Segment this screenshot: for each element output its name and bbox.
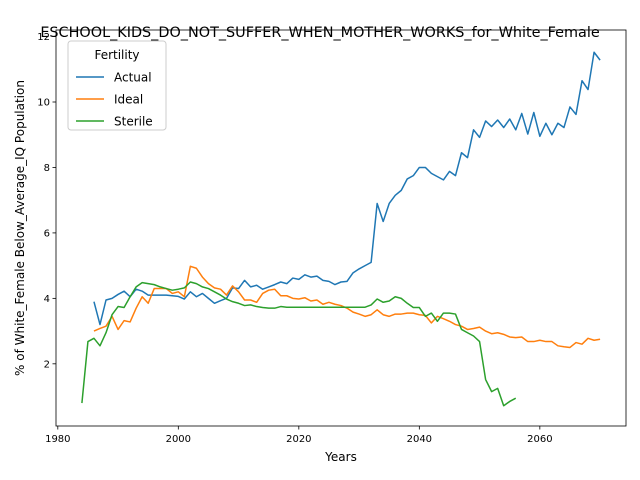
y-tick-label: 2 — [44, 359, 50, 370]
y-axis: 2 4 6 8 10 12 — [37, 32, 56, 370]
x-axis-label: Years — [324, 450, 357, 464]
y-tick-label: 12 — [37, 32, 50, 43]
series-line-sterile — [81, 281, 517, 407]
legend-label-actual: Actual — [114, 71, 152, 85]
series-line-actual — [93, 51, 601, 326]
series-line-ideal — [93, 265, 601, 349]
x-tick-label: 2000 — [166, 434, 191, 445]
legend-box — [67, 40, 167, 131]
legend-label-sterile: Sterile — [114, 115, 153, 129]
x-tick-label: 1980 — [45, 434, 70, 445]
x-tick-label: 2020 — [286, 434, 311, 445]
legend-title: Fertility — [94, 48, 139, 62]
y-tick-label: 10 — [37, 98, 50, 109]
legend-items: Actual Ideal Sterile — [76, 71, 153, 129]
x-tick-label: 2040 — [407, 434, 432, 445]
x-axis: 1980 2000 2020 2040 2060 — [45, 426, 553, 445]
legend: Fertility Actual Ideal Sterile — [67, 40, 167, 131]
chart-title: ESCHOOL_KIDS_DO_NOT_SUFFER_WHEN_MOTHER_W… — [40, 25, 600, 41]
plot-area — [55, 29, 627, 427]
x-tick-label: 2060 — [527, 434, 552, 445]
y-tick-label: 4 — [44, 294, 50, 305]
series-layer — [81, 51, 601, 407]
legend-label-ideal: Ideal — [114, 93, 143, 107]
y-axis-label: % of White_Female Below_Average_IQ Popul… — [13, 80, 27, 376]
y-tick-label: 8 — [44, 163, 50, 174]
y-tick-label: 6 — [44, 229, 50, 240]
